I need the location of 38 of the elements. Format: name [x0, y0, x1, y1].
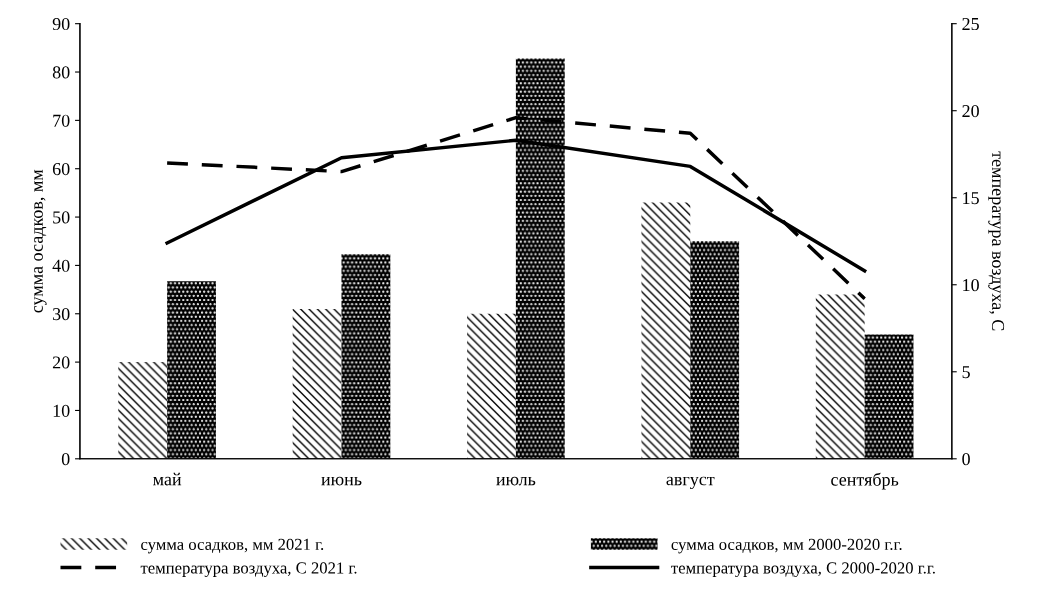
y-tick-label: 40 — [52, 259, 70, 272]
legend-label: температура воздуха, С 2000-2020 г.г. — [671, 562, 935, 577]
y2-tick-label: 15 — [963, 192, 979, 205]
y-tick-label: 30 — [53, 308, 70, 321]
y-tick-label: 50 — [53, 211, 70, 224]
line-series — [165, 115, 867, 301]
y-axis-title: сумма осадков, мм — [34, 169, 47, 313]
bar — [118, 362, 168, 459]
legend-label: температура воздуха, С 2021 г. — [140, 562, 357, 577]
x-tick-label: июль — [496, 476, 536, 486]
x-tick-label: июнь — [321, 476, 362, 486]
y-tick-label: 20 — [52, 356, 70, 369]
bar — [167, 281, 216, 459]
y-tick-label: 80 — [52, 66, 70, 79]
y-tick-label: 0 — [61, 453, 70, 466]
y2-axis-title: температура воздуха, С — [988, 151, 1005, 331]
y-tick-label: 60 — [52, 162, 70, 176]
y-tick-label: 70 — [53, 114, 70, 127]
legend-label: сумма осадков, мм 2000-2020 г.г. — [671, 538, 902, 554]
y-tick-label: 10 — [53, 404, 70, 417]
y2-tick-label: 5 — [962, 366, 970, 379]
x-tick-label: май — [153, 472, 182, 486]
y2-tick-label: 20 — [962, 104, 979, 118]
x-tick-label: сентябрь — [831, 472, 899, 490]
bar — [467, 313, 516, 459]
legend-label: сумма осадков, мм 2021 г. — [141, 538, 324, 554]
bar — [341, 254, 391, 459]
bar — [815, 294, 865, 459]
y2-tick-label: 0 — [962, 453, 970, 466]
y2-tick-label: 10 — [963, 279, 979, 292]
bar — [292, 308, 342, 459]
y2-tick-label: 25 — [962, 17, 979, 31]
bar — [864, 334, 914, 459]
x-tick-label: август — [666, 476, 715, 490]
bar — [515, 58, 565, 459]
bar — [690, 241, 740, 459]
y-tick-label: 90 — [52, 17, 70, 31]
bar — [641, 202, 691, 459]
